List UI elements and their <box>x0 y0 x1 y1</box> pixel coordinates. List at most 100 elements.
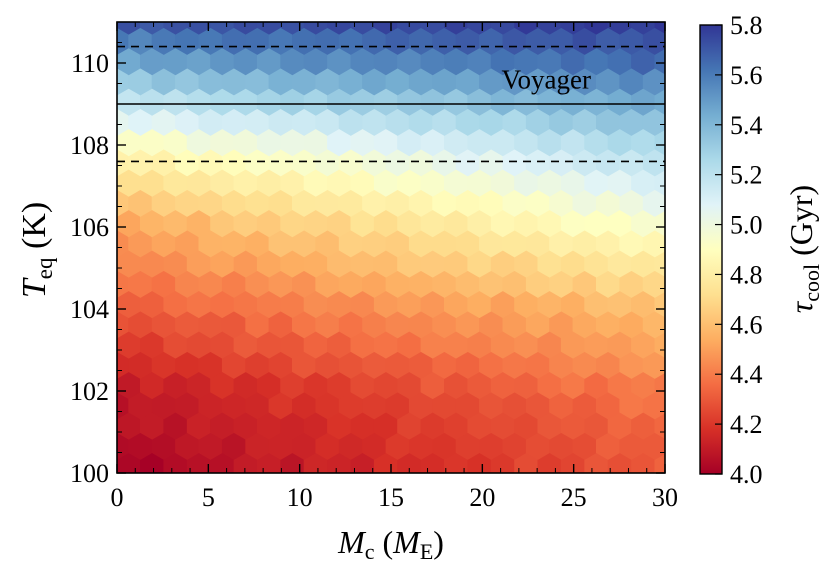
hex-cell <box>490 411 515 440</box>
hex-cell <box>338 432 363 460</box>
hex-cell <box>432 108 457 136</box>
hex-cell <box>268 108 293 136</box>
hex-cell <box>537 330 562 359</box>
hex-cell <box>490 330 515 359</box>
hex-cell <box>186 168 211 197</box>
hex-cell <box>654 88 665 115</box>
hex-cell <box>549 0 573 14</box>
hex-cell <box>584 290 609 319</box>
hex-cell <box>338 229 363 258</box>
hex-cell <box>163 22 188 35</box>
hex-cell <box>117 351 129 379</box>
hex-cell <box>245 0 269 14</box>
hex-cell <box>221 108 246 136</box>
colorbar-tick-label: 5.0 <box>730 211 763 240</box>
x-tick-label: 20 <box>469 483 495 512</box>
hex-cell <box>619 0 643 14</box>
hex-cell <box>549 229 574 258</box>
hex-cell <box>327 330 352 359</box>
hex-cell <box>186 47 211 76</box>
hex-cell <box>268 27 293 55</box>
hex-cell <box>560 168 585 197</box>
hex-cell <box>455 310 480 339</box>
hex-cell <box>525 351 550 379</box>
hex-cell <box>572 148 597 177</box>
hex-cell <box>233 47 258 76</box>
hex-cell <box>584 22 609 35</box>
hex-cell <box>198 27 223 55</box>
hex-cell <box>175 189 200 217</box>
hex-cell <box>596 229 621 258</box>
hex-cell <box>607 128 632 157</box>
hex-cell <box>502 351 527 379</box>
hex-cell <box>537 290 562 319</box>
hex-cell <box>619 310 644 339</box>
hex-cell <box>338 351 363 379</box>
hex-cell <box>420 330 445 359</box>
hex-cell <box>514 47 539 76</box>
hex-cell <box>233 371 258 400</box>
hex-cell <box>350 128 375 157</box>
hex-cell <box>502 148 527 177</box>
hex-cell <box>327 371 352 400</box>
hex-cell <box>560 452 585 473</box>
hex-cell <box>163 87 188 116</box>
hex-cell <box>117 189 129 217</box>
hex-cell <box>514 128 539 157</box>
hex-cell <box>139 472 142 473</box>
hex-cell <box>631 411 656 440</box>
hex-cell <box>175 67 200 96</box>
hex-cell <box>584 452 609 473</box>
hex-cell <box>631 209 656 238</box>
hex-cell <box>268 351 293 379</box>
hex-cell <box>256 128 281 157</box>
hex-cell <box>560 87 585 116</box>
hex-cell <box>117 256 118 271</box>
hex-cell <box>338 67 363 96</box>
hex-cell <box>654 22 665 34</box>
hex-cell <box>444 371 469 400</box>
hex-cell <box>256 249 281 278</box>
hex-cell <box>210 47 235 76</box>
hex-cell <box>373 411 398 440</box>
hex-cell <box>303 47 328 76</box>
hex-cell <box>490 128 515 157</box>
hex-cell <box>514 87 539 116</box>
hex-cell <box>537 411 562 440</box>
hex-cell <box>233 330 258 359</box>
hex-cell <box>596 148 621 177</box>
x-label-unit-subscript: E <box>420 539 433 564</box>
hex-cell <box>549 270 574 298</box>
hex-cell <box>163 47 188 76</box>
hex-cell <box>619 432 644 460</box>
hex-cell <box>117 148 129 177</box>
colorbar-tick-label: 5.2 <box>730 161 763 190</box>
x-tick-label: 25 <box>561 483 587 512</box>
hex-cell <box>280 22 305 35</box>
hex-cell <box>175 310 200 339</box>
hex-cell <box>210 290 235 319</box>
x-tick-label: 30 <box>652 483 678 512</box>
hex-cell <box>654 210 665 237</box>
hex-cell <box>467 330 492 359</box>
hex-cell <box>140 290 165 319</box>
hex-cell <box>327 290 352 319</box>
x-tick-label: 10 <box>287 483 313 512</box>
hex-cell <box>619 391 644 420</box>
hex-cell <box>210 330 235 359</box>
hex-cell <box>408 148 433 177</box>
hex-cell <box>373 330 398 359</box>
hex-cell <box>514 22 539 35</box>
hex-cell <box>186 411 211 440</box>
hex-cell <box>455 108 480 136</box>
hex-cell <box>117 418 118 433</box>
hex-cell <box>373 209 398 238</box>
hex-cell <box>584 87 609 116</box>
hex-cell <box>596 391 621 420</box>
hex-cell <box>385 108 410 136</box>
colorbar-label-symbol: τ <box>783 300 819 313</box>
hex-cell <box>607 47 632 76</box>
hex-cell <box>549 67 574 96</box>
hex-cell <box>373 452 398 473</box>
hex-cell <box>560 22 585 35</box>
